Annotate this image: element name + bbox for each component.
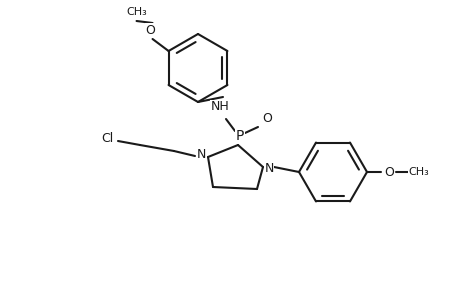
Text: Cl: Cl (101, 133, 113, 146)
Text: CH₃: CH₃ (408, 167, 428, 177)
Text: NH: NH (210, 100, 229, 113)
Text: N: N (264, 163, 273, 176)
Text: O: O (262, 112, 271, 125)
Text: O: O (383, 166, 393, 178)
Text: N: N (196, 148, 205, 160)
Text: P: P (235, 129, 244, 143)
Text: O: O (146, 23, 155, 37)
Text: CH₃: CH₃ (126, 7, 146, 17)
